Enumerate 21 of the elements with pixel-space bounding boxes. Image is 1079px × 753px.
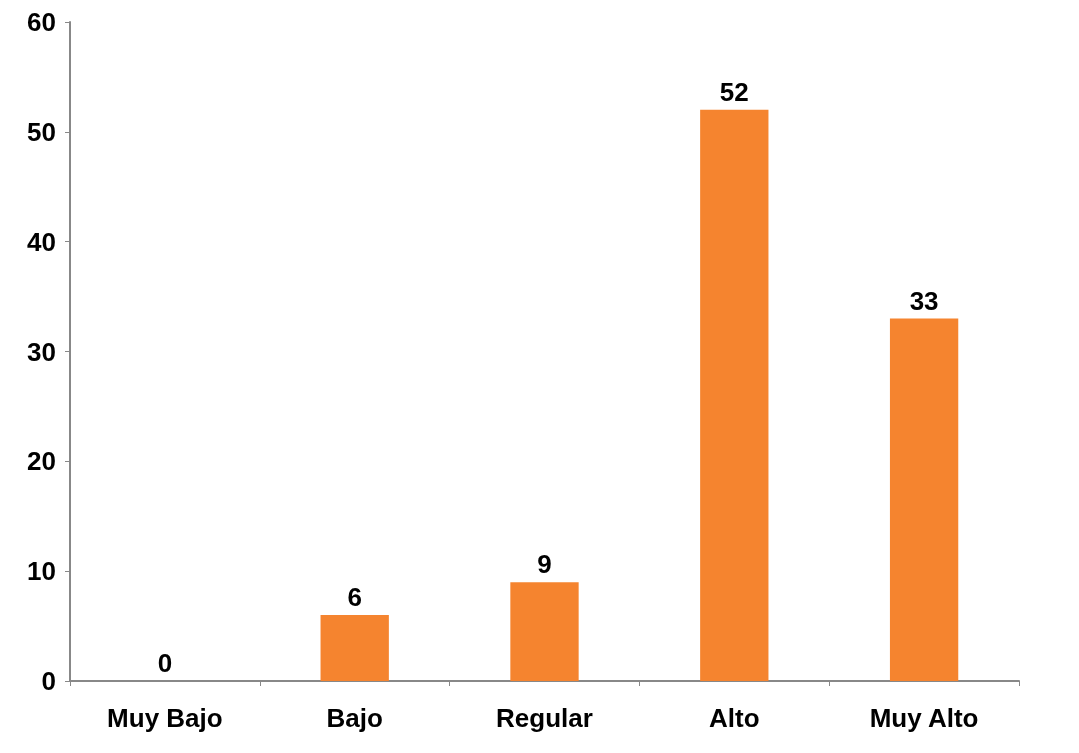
- y-tick-label: 10: [27, 556, 56, 587]
- data-label: 33: [909, 285, 939, 316]
- y-tick-label: 40: [27, 226, 56, 257]
- data-label: 0: [157, 648, 173, 678]
- bar: [320, 615, 389, 681]
- y-tick-label: 50: [27, 116, 56, 147]
- data-label: 6: [347, 582, 362, 613]
- y-tick-label: 30: [27, 336, 56, 367]
- y-tick-label: 20: [27, 446, 56, 477]
- data-label: 9: [537, 549, 552, 580]
- bar: [700, 109, 769, 681]
- y-tick-label: 0: [41, 666, 56, 696]
- x-tick-label: Alto: [709, 703, 760, 733]
- y-tick-label: 60: [27, 7, 56, 37]
- x-tick-label: Muy Alto: [869, 703, 979, 733]
- x-tick-label: Bajo: [326, 703, 383, 733]
- bar: [889, 318, 959, 681]
- data-label: 52: [719, 76, 749, 107]
- x-tick-label: Muy Bajo: [107, 703, 223, 733]
- x-tick-label: Regular: [496, 703, 593, 733]
- bar: [510, 582, 579, 681]
